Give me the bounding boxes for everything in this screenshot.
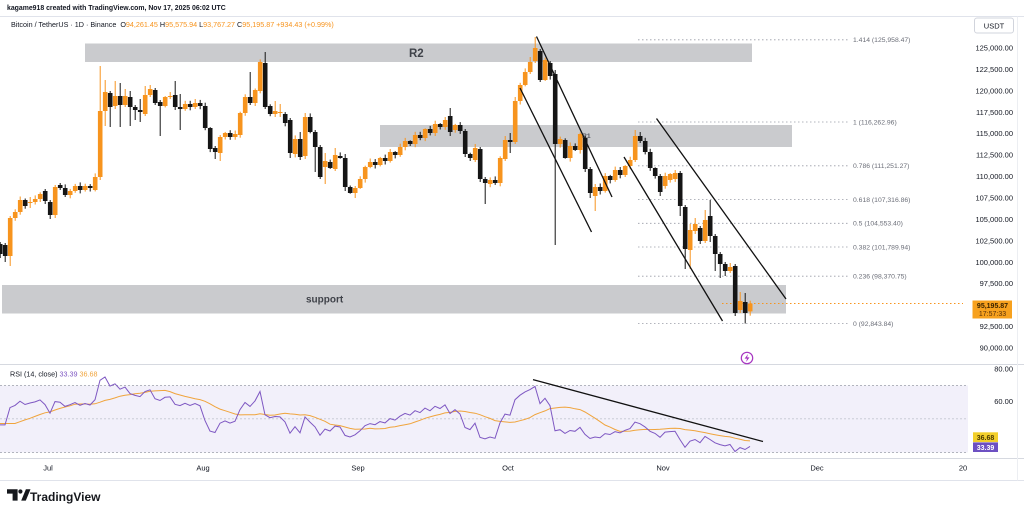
svg-text:support: support	[306, 295, 344, 306]
svg-text:Nov: Nov	[656, 464, 670, 473]
svg-text:120,000.00: 120,000.00	[975, 86, 1013, 95]
svg-text:RSI (14, close) 33.39 36.68: RSI (14, close) 33.39 36.68	[10, 370, 98, 379]
svg-text:Jul: Jul	[43, 464, 53, 473]
svg-text:95,195.87: 95,195.87	[977, 303, 1008, 310]
svg-text:R2: R2	[409, 48, 424, 60]
svg-text:0.236 (98,370.75): 0.236 (98,370.75)	[853, 274, 907, 281]
svg-text:Aug: Aug	[196, 464, 209, 473]
svg-text:36.68: 36.68	[977, 435, 995, 442]
svg-text:122,500.00: 122,500.00	[975, 65, 1013, 74]
svg-text:kagame918 created with Trading: kagame918 created with TradingView.com, …	[7, 5, 226, 12]
svg-text:60.00: 60.00	[994, 397, 1013, 406]
svg-text:1 (116,262.96): 1 (116,262.96)	[853, 119, 897, 126]
svg-text:Dec: Dec	[810, 464, 824, 473]
svg-text:80.00: 80.00	[994, 365, 1013, 374]
svg-text:1.414 (125,958.47): 1.414 (125,958.47)	[853, 37, 910, 44]
svg-text:Oct: Oct	[502, 464, 515, 473]
svg-text:100,000.00: 100,000.00	[975, 258, 1013, 267]
svg-text:0.382 (101,789.94): 0.382 (101,789.94)	[853, 244, 910, 251]
svg-text:Sep: Sep	[351, 464, 364, 473]
svg-text:90,000.00: 90,000.00	[980, 344, 1013, 353]
svg-text:0 (92,843.84): 0 (92,843.84)	[853, 321, 893, 328]
svg-text:115,000.00: 115,000.00	[976, 129, 1013, 138]
svg-text:117,500.00: 117,500.00	[976, 108, 1013, 117]
svg-text:TradingView: TradingView	[30, 490, 101, 504]
svg-text:125,000.00: 125,000.00	[975, 44, 1013, 53]
svg-text:0.618 (107,316.86): 0.618 (107,316.86)	[853, 197, 910, 204]
svg-text:110,000.00: 110,000.00	[976, 172, 1013, 181]
svg-text:102,500.00: 102,500.00	[975, 236, 1013, 245]
svg-text:33.39: 33.39	[977, 445, 995, 452]
svg-text:97,500.00: 97,500.00	[980, 279, 1013, 288]
svg-text:105,000.00: 105,000.00	[975, 215, 1013, 224]
svg-text:20: 20	[959, 464, 967, 473]
svg-text:Bitcoin / TetherUS · 1D · Bina: Bitcoin / TetherUS · 1D · Binance O94,26…	[11, 20, 334, 29]
svg-text:107,500.00: 107,500.00	[975, 194, 1013, 203]
svg-text:0.786 (111,251.27): 0.786 (111,251.27)	[853, 163, 909, 170]
svg-text:92,500.00: 92,500.00	[980, 322, 1013, 331]
svg-text:0.5 (104,553.40): 0.5 (104,553.40)	[853, 221, 903, 228]
svg-text:USDT: USDT	[984, 22, 1005, 31]
svg-text:112,500.00: 112,500.00	[976, 151, 1013, 160]
svg-text:17:57:33: 17:57:33	[979, 311, 1006, 318]
svg-text:R1: R1	[582, 133, 591, 140]
